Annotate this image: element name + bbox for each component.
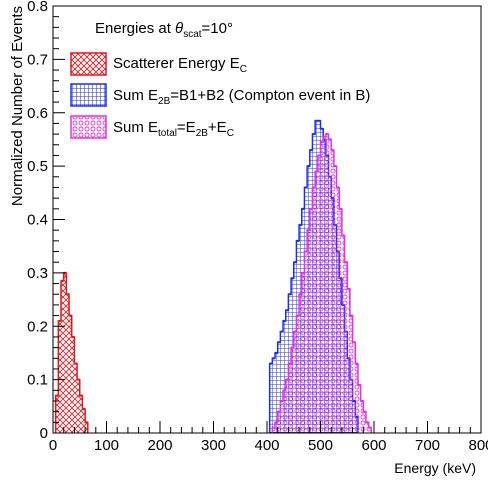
histogram-series: [54, 119, 373, 433]
y-tick-label: 0.6: [27, 105, 48, 122]
x-tick-label: 700: [415, 437, 440, 454]
x-tick-label: 500: [308, 437, 333, 454]
x-tick-label: 200: [147, 437, 172, 454]
series-2: [271, 133, 373, 433]
series-fill: [272, 134, 372, 433]
axes: 0 100 200 300 400 500 600 700 800 0 0.1 0.2 0.3 0.4 0.…: [27, 0, 488, 454]
legend-swatch-scatterer: [70, 52, 107, 76]
x-axis-label: Energy (keV): [394, 460, 476, 476]
y-tick-label: 0.2: [27, 318, 48, 335]
legend-label-sum-e2b: Sum E2B=B1+B2 (Compton event in B): [113, 87, 370, 107]
x-tick-label: 100: [94, 437, 119, 454]
x-tick-label: 300: [201, 437, 226, 454]
y-tick-label: 0.1: [27, 372, 48, 389]
y-axis-label: Normalized Number of Events: [9, 6, 26, 206]
legend-swatch-sum-etotal: [70, 115, 107, 139]
series-outline: [54, 272, 89, 433]
x-tick-label: 600: [361, 437, 386, 454]
y-tick-label: 0.3: [27, 265, 48, 282]
legend-swatch-sum-e2b: [70, 83, 107, 107]
series-fill: [55, 272, 88, 433]
y-tick-label: 0: [40, 425, 48, 442]
x-tick-label: 800: [468, 437, 488, 454]
y-tick-label: 0.7: [27, 51, 48, 68]
y-tick-label: 0.4: [27, 212, 48, 229]
y-tick-label: 0.5: [27, 158, 48, 175]
legend: Energies at θscat=10° Scatterer Energy E…: [70, 20, 370, 139]
x-tick-label: 400: [254, 437, 279, 454]
legend-header: Energies at θscat=10°: [95, 20, 233, 40]
legend-label-sum-etotal: Sum Etotal=E2B+EC: [113, 119, 234, 139]
y-tick-label: 0.8: [27, 0, 48, 15]
legend-label-scatterer: Scatterer Energy EC: [113, 55, 247, 75]
series-0: [54, 271, 89, 433]
x-tick-label: 0: [49, 437, 57, 454]
series-outline: [271, 133, 373, 433]
